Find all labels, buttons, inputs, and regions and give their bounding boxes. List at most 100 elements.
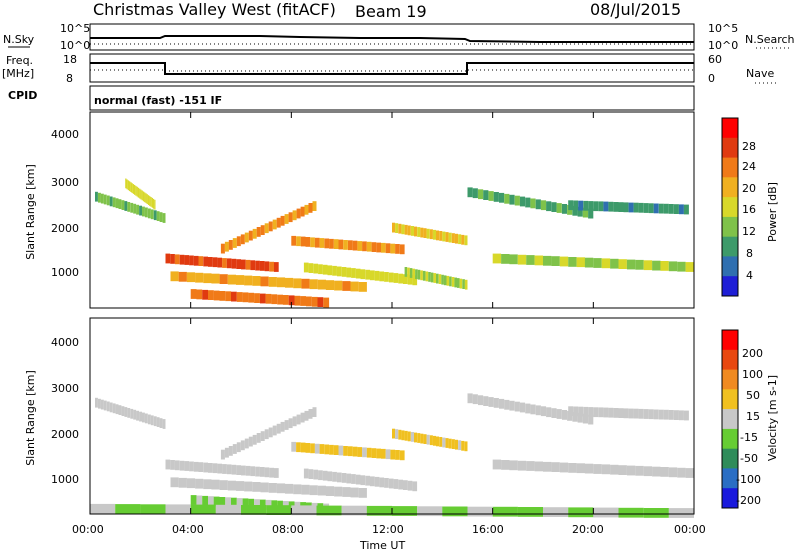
heatmap-band-0-cell (159, 212, 163, 222)
heatmap-band-5-cell (196, 289, 203, 300)
heatmap-band-11-cell (559, 256, 569, 267)
heatmap-band-3-cell (260, 225, 265, 235)
heatmap-band-10-cell (525, 197, 531, 208)
heatmap-band-3-cell (325, 486, 335, 496)
heatmap-band-3-cell (276, 483, 286, 494)
heatmap-band-5-cell (208, 290, 214, 300)
heatmap-band-0-cell (109, 196, 113, 207)
colorbar-swatch (722, 118, 738, 139)
heatmap-band-8-cell (392, 222, 396, 233)
heatmap-band-6-cell (420, 433, 424, 444)
heatmap-band-12-cell (678, 204, 684, 215)
heatmap-band-7-cell (365, 475, 370, 486)
heatmap-band-7-cell (360, 475, 366, 486)
colorbar-swatch (722, 137, 738, 159)
heatmap-band-1-cell (250, 466, 256, 477)
heatmap-band-6-cell (291, 235, 296, 246)
heatmap-band-11-cell (635, 259, 644, 270)
heatmap-band-3-cell (232, 238, 237, 248)
heatmap-band-3-cell (304, 204, 309, 215)
heatmap-band-0-cell (115, 404, 119, 415)
heatmap-band-6-cell (319, 238, 325, 248)
heatmap-band-11-cell (551, 256, 560, 266)
heatmap-band-5-cell (259, 293, 266, 304)
heatmap-band-1-cell (255, 466, 260, 477)
heatmap-band-6-cell (395, 429, 399, 439)
heatmap-band-7-cell (379, 271, 385, 282)
velocity-ylabel: Slant Range [km] (24, 370, 37, 466)
heatmap-band-3-cell (228, 240, 233, 250)
heatmap-band-2-cell (280, 421, 285, 432)
heatmap-band-10-cell (648, 409, 654, 420)
heatmap-band-8-cell (420, 227, 424, 238)
heatmap-band-0-cell (115, 198, 119, 209)
heatmap-band-7-cell (303, 262, 309, 273)
heatmap-band-6-cell (414, 432, 418, 443)
heatmap-band-7-cell (370, 476, 375, 487)
heatmap-band-6-cell (305, 237, 311, 247)
heatmap-band-2-cell (288, 418, 293, 429)
heatmap-band-8-cell (398, 223, 402, 234)
heatmap-band-0-cell (159, 418, 163, 428)
heatmap-band-2-cell (184, 255, 190, 265)
heatmap-band-9-cell (635, 465, 644, 476)
heatmap-band-5-cell (305, 443, 311, 453)
heatmap-band-11-cell (467, 506, 493, 517)
heatmap-band-1-cell (137, 187, 140, 198)
freq-unit-label: [MHz] (2, 67, 34, 80)
heatmap-band-7-cell (318, 264, 323, 275)
heatmap-band-2-cell (292, 416, 297, 427)
heatmap-band-8-cell (451, 233, 455, 243)
power-ytick-4000: 4000 (51, 128, 79, 141)
vel-cbar-tick-200: 200 (742, 347, 763, 360)
vel-cbar-tick-minus15: -15 (740, 431, 758, 444)
heatmap-band-0-cell (153, 416, 157, 427)
heatmap-band-7-cell (360, 269, 366, 280)
heatmap-band-2-cell (308, 409, 313, 419)
velocity-colorbar-label: Velocity [m s-1] (766, 375, 779, 461)
heatmap-band-11-cell (190, 504, 216, 515)
cpid-text: normal (fast) -151 IF (94, 94, 222, 107)
heatmap-band-5-cell (343, 446, 348, 456)
heatmap-band-4-cell (170, 271, 179, 282)
heatmap-band-8-cell (535, 405, 541, 416)
heatmap-band-7-cell (341, 267, 347, 277)
heatmap-band-9-cell (543, 461, 552, 472)
heatmap-band-6-cell (442, 437, 446, 448)
heatmap-band-2-cell (250, 260, 256, 271)
heatmap-band-9-cell (551, 462, 560, 472)
heatmap-band-2-cell (264, 261, 270, 272)
heatmap-band-11-cell (241, 505, 267, 515)
heatmap-band-11-cell (115, 504, 141, 514)
heatmap-band-6-cell (461, 440, 465, 451)
heatmap-band-2-cell (274, 262, 279, 272)
freq-panel-frame (89, 53, 695, 83)
heatmap-band-11-cell (626, 259, 636, 270)
heatmap-band-5-cell (288, 295, 295, 306)
heatmap-band-4-cell (268, 277, 277, 287)
heatmap-band-8-cell (504, 399, 510, 410)
heatmap-band-8-cell (530, 404, 536, 415)
heatmap-band-4-cell (219, 497, 226, 507)
heatmap-band-7-cell (341, 473, 347, 483)
heatmap-band-1-cell (198, 462, 204, 472)
heatmap-band-4-cell (285, 277, 294, 288)
colorbar-swatch (722, 488, 738, 509)
heatmap-band-5-cell (248, 292, 255, 303)
heatmap-band-0-cell (133, 409, 137, 420)
heatmap-band-5-cell (323, 297, 330, 308)
heatmap-band-5-cell (329, 444, 334, 455)
power-cbar-tick-8: 8 (746, 247, 753, 260)
heatmap-band-1-cell (241, 465, 246, 476)
heatmap-band-6-cell (333, 239, 339, 249)
heatmap-band-6-cell (458, 440, 462, 451)
heatmap-band-11-cell (668, 261, 678, 272)
heatmap-band-0-cell (156, 211, 160, 221)
heatmap-band-12-cell (653, 203, 659, 214)
vel-cbar-tick-minus200: -200 (736, 494, 761, 507)
heatmap-band-9-cell (509, 460, 518, 471)
heatmap-band-0-cell (106, 401, 110, 412)
power-ylabel: Slant Range [km] (24, 164, 37, 260)
heatmap-band-8-cell (448, 232, 452, 243)
